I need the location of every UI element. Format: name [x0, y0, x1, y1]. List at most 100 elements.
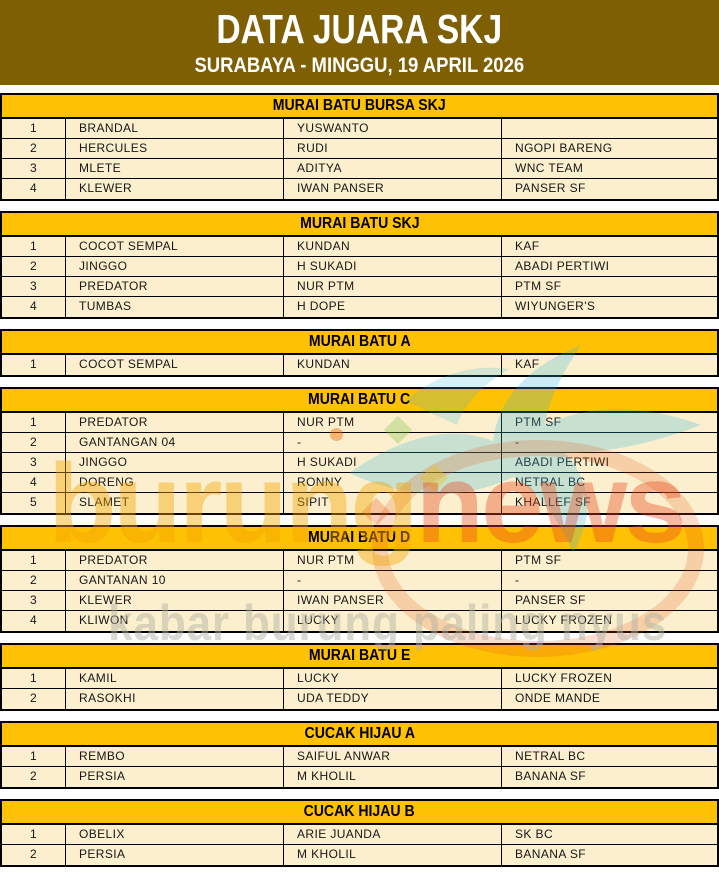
table-row: 4 DORENG RONNY NETRAL BC	[2, 473, 717, 493]
section-title: MURAI BATU D	[308, 529, 411, 546]
page-title-text: DATA JUARA SKJ	[216, 6, 503, 52]
owner-cell: RUDI	[284, 139, 502, 158]
section-header: CUCAK HIJAU B	[2, 801, 717, 825]
section-header: MURAI BATU A	[2, 331, 717, 355]
rank-cell: 4	[2, 611, 66, 631]
section-header: MURAI BATU D	[2, 527, 717, 551]
section-title: MURAI BATU E	[308, 647, 411, 664]
owner-cell: KUNDAN	[284, 237, 502, 256]
owner-cell: NUR PTM	[284, 413, 502, 432]
bird-name-cell: PERSIA	[66, 767, 284, 787]
team-cell: -	[515, 435, 520, 449]
bird-name-cell: GANTANAN 10	[66, 571, 284, 590]
page-subtitle-text: SURABAYA - MINGGU, 19 APRIL 2026	[194, 54, 525, 77]
bird-name-cell: REMBO	[66, 747, 284, 766]
owner-cell: IWAN PANSER	[284, 591, 502, 610]
table-row: 2 JINGGO H SUKADI ABADI PERTIWI	[2, 257, 717, 277]
table-row: 1 OBELIX ARIE JUANDA SK BC	[2, 825, 717, 845]
section-title: CUCAK HIJAU A	[304, 725, 415, 742]
table-row: 3 KLEWER IWAN PANSER PANSER SF	[2, 591, 717, 611]
bird-name-cell: PREDATOR	[66, 551, 284, 570]
owner-cell: H SUKADI	[284, 453, 502, 472]
rank-cell: 2	[2, 139, 66, 158]
team-cell: PTM SF	[515, 415, 562, 429]
table-row: 2 RASOKHI UDA TEDDY ONDE MANDE	[2, 689, 717, 709]
team-cell: NGOPI BARENG	[515, 141, 613, 155]
team-cell: KHALLEF SF	[515, 495, 592, 509]
table-row: 3 PREDATOR NUR PTM PTM SF	[2, 277, 717, 297]
section: MURAI BATU C 1 PREDATOR NUR PTM PTM SF 2 GANTA…	[0, 387, 719, 515]
bird-name-cell: BRANDAL	[66, 119, 284, 138]
section-header: MURAI BATU C	[2, 389, 717, 413]
rank-cell: 1	[2, 747, 66, 766]
section-header: MURAI BATU BURSA SKJ	[2, 95, 717, 119]
table-row: 2 PERSIA M KHOLIL BANANA SF	[2, 767, 717, 787]
team-cell: KAF	[515, 357, 540, 371]
section-header: CUCAK HIJAU A	[2, 723, 717, 747]
section-header: MURAI BATU SKJ	[2, 213, 717, 237]
bird-name-cell: JINGGO	[66, 257, 284, 276]
rank-cell: 2	[2, 433, 66, 452]
section-title: MURAI BATU BURSA SKJ	[273, 97, 446, 114]
bird-name-cell: KLEWER	[66, 179, 284, 199]
rank-cell: 4	[2, 297, 66, 317]
sections: MURAI BATU BURSA SKJ 1 BRANDAL YUSWANTO 2 HER…	[0, 85, 719, 867]
owner-cell: ADITYA	[284, 159, 502, 178]
rank-cell: 3	[2, 591, 66, 610]
section: MURAI BATU A 1 COCOT SEMPAL KUNDAN KAF	[0, 329, 719, 377]
team-cell: NETRAL BC	[515, 475, 586, 489]
bird-name-cell: DORENG	[66, 473, 284, 492]
rank-cell: 1	[2, 413, 66, 432]
table-row: 1 REMBO SAIFUL ANWAR NETRAL BC	[2, 747, 717, 767]
team-cell: PTM SF	[515, 279, 562, 293]
table-row: 1 PREDATOR NUR PTM PTM SF	[2, 413, 717, 433]
owner-cell: ARIE JUANDA	[284, 825, 502, 844]
team-cell: SK BC	[515, 827, 554, 841]
rank-cell: 3	[2, 159, 66, 178]
bird-name-cell: KLEWER	[66, 591, 284, 610]
team-cell: PANSER SF	[515, 593, 586, 607]
owner-cell: IWAN PANSER	[284, 179, 502, 199]
team-cell: NETRAL BC	[515, 749, 586, 763]
rank-cell: 1	[2, 825, 66, 844]
owner-cell: M KHOLIL	[284, 845, 502, 865]
bird-name-cell: KLIWON	[66, 611, 284, 631]
section: CUCAK HIJAU B 1 OBELIX ARIE JUANDA SK BC 2 PER…	[0, 799, 719, 867]
rank-cell: 1	[2, 551, 66, 570]
owner-cell: H SUKADI	[284, 257, 502, 276]
rank-cell: 3	[2, 277, 66, 296]
team-cell: ONDE MANDE	[515, 691, 601, 705]
rank-cell: 1	[2, 237, 66, 256]
table-row: 1 COCOT SEMPAL KUNDAN KAF	[2, 237, 717, 257]
section: MURAI BATU E 1 KAMIL LUCKY LUCKY FROZEN 2 RASO…	[0, 643, 719, 711]
table-row: 3 JINGGO H SUKADI ABADI PERTIWI	[2, 453, 717, 473]
table-row: 2 PERSIA M KHOLIL BANANA SF	[2, 845, 717, 865]
bird-name-cell: HERCULES	[66, 139, 284, 158]
rank-cell: 4	[2, 473, 66, 492]
team-cell: PANSER SF	[515, 181, 586, 195]
team-cell: WIYUNGER'S	[515, 299, 596, 313]
bird-name-cell: RASOKHI	[66, 689, 284, 709]
owner-cell: -	[284, 433, 502, 452]
team-cell: BANANA SF	[515, 769, 586, 783]
section-title: MURAI BATU SKJ	[299, 215, 420, 232]
rank-cell: 2	[2, 845, 66, 865]
bird-name-cell: KAMIL	[66, 669, 284, 688]
rank-cell: 2	[2, 257, 66, 276]
section-header: MURAI BATU E	[2, 645, 717, 669]
rank-cell: 3	[2, 453, 66, 472]
table-row: 1 KAMIL LUCKY LUCKY FROZEN	[2, 669, 717, 689]
table-row: 3 MLETE ADITYA WNC TEAM	[2, 159, 717, 179]
rank-cell: 2	[2, 767, 66, 787]
owner-cell: UDA TEDDY	[284, 689, 502, 709]
section: CUCAK HIJAU A 1 REMBO SAIFUL ANWAR NETRAL BC…	[0, 721, 719, 789]
team-cell: BANANA SF	[515, 847, 586, 861]
owner-cell: NUR PTM	[284, 277, 502, 296]
table-row: 2 HERCULES RUDI NGOPI BARENG	[2, 139, 717, 159]
bird-name-cell: PERSIA	[66, 845, 284, 865]
bird-name-cell: JINGGO	[66, 453, 284, 472]
table-row: 4 KLEWER IWAN PANSER PANSER SF	[2, 179, 717, 199]
bird-name-cell: GANTANGAN 04	[66, 433, 284, 452]
section: MURAI BATU BURSA SKJ 1 BRANDAL YUSWANTO 2 HER…	[0, 93, 719, 201]
